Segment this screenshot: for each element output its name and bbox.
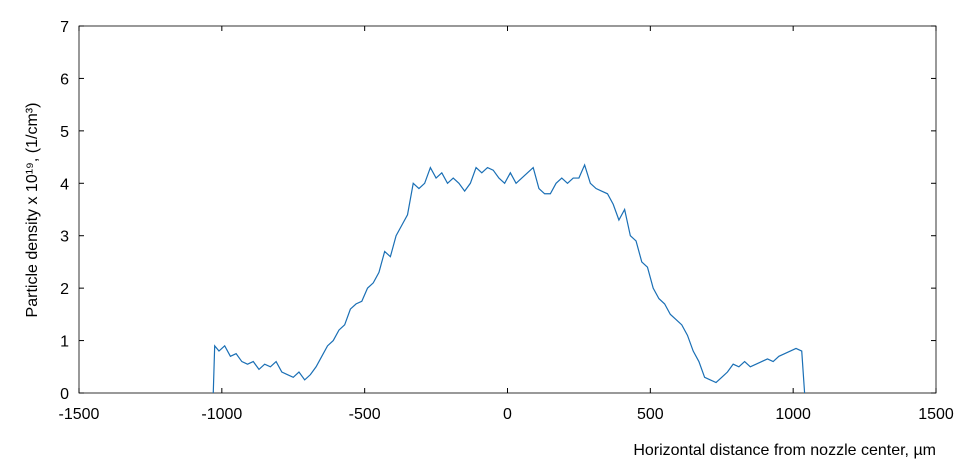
y-tick-label: 1	[60, 334, 69, 351]
y-axis-label: Particle density x 10¹⁹, (1/cm³)	[24, 103, 41, 318]
y-tick-label: 0	[60, 386, 69, 403]
x-tick-label: 1500	[918, 406, 954, 423]
x-tick-label: 1000	[775, 406, 811, 423]
y-tick-label: 7	[60, 19, 69, 36]
x-axis-label: Horizontal distance from nozzle center, …	[633, 442, 936, 459]
x-tick-label: 500	[637, 406, 664, 423]
x-tick-label: -500	[349, 406, 381, 423]
x-tick-label: 0	[503, 406, 512, 423]
y-tick-label: 5	[60, 124, 69, 141]
y-tick-label: 6	[60, 71, 69, 88]
y-tick-label: 3	[60, 229, 69, 246]
y-tick-label: 4	[60, 176, 69, 193]
y-tick-label: 2	[60, 281, 69, 298]
x-tick-label: -1500	[59, 406, 100, 423]
plot-frame	[78, 25, 937, 394]
x-tick-label: -1000	[201, 406, 242, 423]
data-line	[212, 163, 806, 394]
